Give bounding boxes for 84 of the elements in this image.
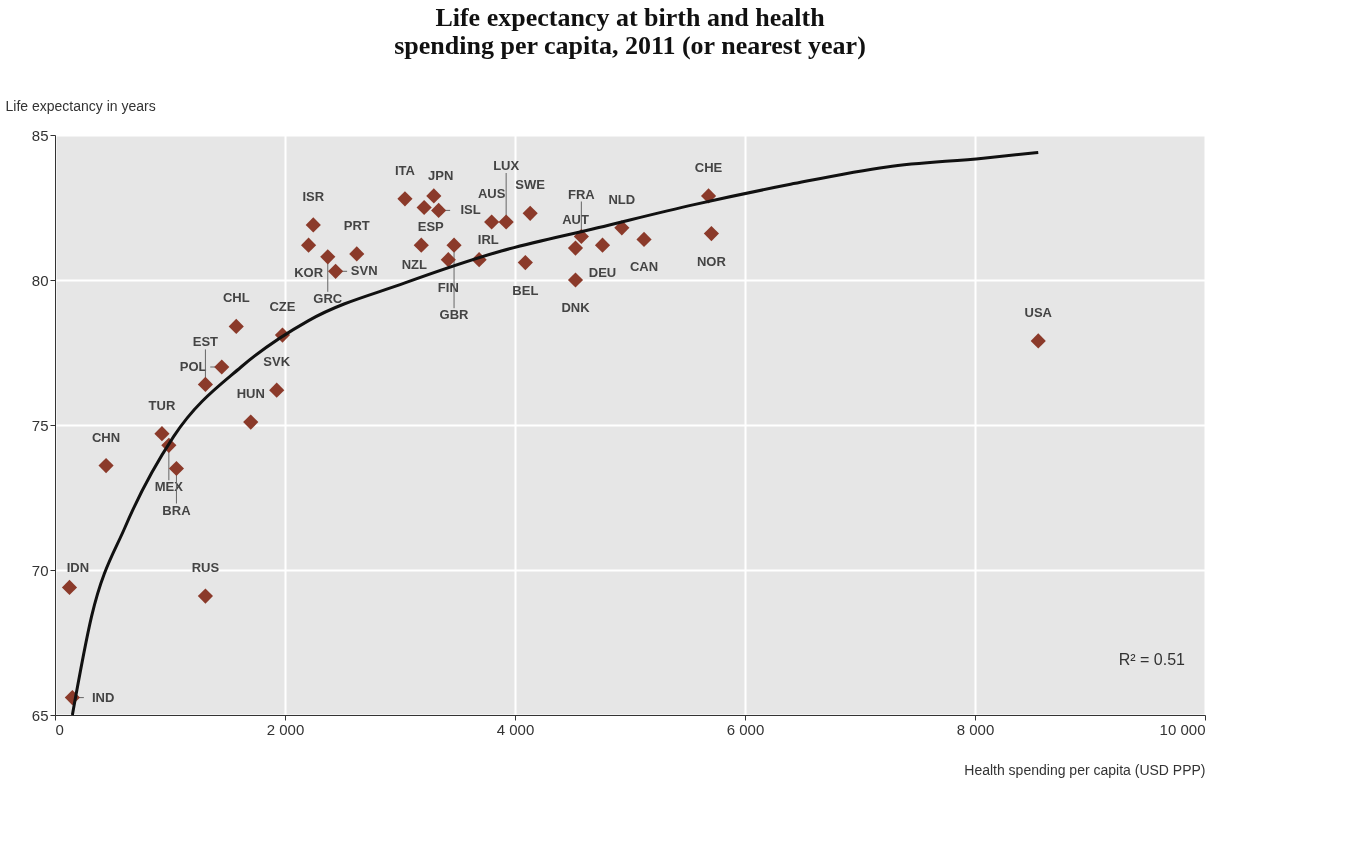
annotation: CHN (91, 429, 121, 445)
annotation: FIN (437, 279, 459, 295)
annotation: SWE (515, 177, 546, 193)
point (413, 237, 429, 253)
y-tick-label: 85 (31, 126, 49, 144)
point (154, 426, 170, 442)
point (416, 199, 432, 216)
annotation: CHL (222, 290, 250, 306)
y-tick-label: 80 (31, 271, 49, 289)
point (431, 202, 447, 218)
point (305, 217, 321, 233)
y-tick-label: 65 (31, 706, 49, 724)
point (228, 318, 244, 334)
point (636, 231, 652, 247)
annotation: SVK (263, 354, 291, 370)
annotation: ESP (417, 219, 445, 235)
annotation: IDN (66, 559, 90, 575)
annotation: IND (91, 689, 115, 705)
point (269, 382, 285, 398)
point (168, 460, 185, 477)
annotation: GRC (313, 290, 343, 306)
point (522, 205, 538, 221)
point (61, 579, 78, 595)
point (498, 214, 514, 230)
point (567, 272, 584, 288)
point (426, 188, 442, 204)
y-tick-label: 75 (31, 416, 49, 434)
annotation: ISR (302, 188, 325, 204)
point (567, 240, 584, 256)
point (197, 588, 213, 604)
x-tick-label: 2 000 (266, 720, 305, 738)
annotation: USA (1024, 304, 1053, 320)
x-axis-title: Health spending per capita (USD PPP) (964, 761, 1206, 778)
annotation: NOR (696, 253, 727, 269)
annotation: CHE (694, 159, 723, 175)
annotation: NZL (401, 256, 427, 272)
point (446, 237, 462, 253)
point (349, 246, 365, 262)
point (197, 376, 213, 392)
annotation: GBR (439, 307, 470, 323)
annotation: ITA (394, 162, 416, 178)
annotation: R² = 0.51 (1118, 651, 1186, 668)
annotation: LUX (493, 158, 520, 173)
point (594, 237, 611, 253)
annotation: PRT (343, 217, 370, 233)
point (703, 226, 719, 242)
annotation: BRA (162, 502, 192, 518)
annotation: KOR (294, 265, 324, 281)
point (440, 252, 456, 268)
y-axis-title: Life expectancy in years (5, 97, 156, 114)
annotation: FRA (568, 186, 596, 202)
annotation: AUS (477, 186, 506, 201)
point (98, 458, 114, 474)
annotation: CAN (629, 259, 659, 275)
point (614, 220, 630, 236)
point (300, 237, 317, 253)
point (328, 263, 344, 279)
annotation: IRL (477, 232, 499, 248)
x-tick-label: 10 000 (1159, 720, 1206, 738)
point (214, 359, 230, 375)
annotation: CZE (269, 299, 296, 315)
annotation: ISL (460, 202, 481, 218)
annotation: RUS (191, 560, 220, 576)
annotation: NLD (608, 191, 636, 207)
annotation: HUN (236, 386, 265, 402)
point (397, 191, 413, 207)
annotation: SVN (350, 263, 378, 279)
x-tick-label: 6 000 (726, 720, 765, 738)
point (1030, 333, 1046, 349)
annotation: TUR (148, 397, 176, 413)
annotation: BEL (512, 282, 539, 298)
point (243, 414, 259, 430)
point (320, 249, 336, 265)
annotation: JPN (428, 168, 454, 184)
chart-title: Life expectancy at birth and health spending per capita, 2011 (or nearest year) (394, 3, 866, 60)
annotation: EST (192, 334, 219, 350)
x-tick-label: 0 (55, 720, 64, 738)
x-tick-label: 4 000 (496, 720, 535, 738)
point (484, 214, 500, 230)
point (517, 255, 533, 271)
annotation: DEU (588, 265, 617, 281)
annotation: DNK (561, 300, 591, 315)
y-tick-label: 70 (31, 561, 49, 579)
x-tick-label: 8 000 (956, 720, 995, 738)
